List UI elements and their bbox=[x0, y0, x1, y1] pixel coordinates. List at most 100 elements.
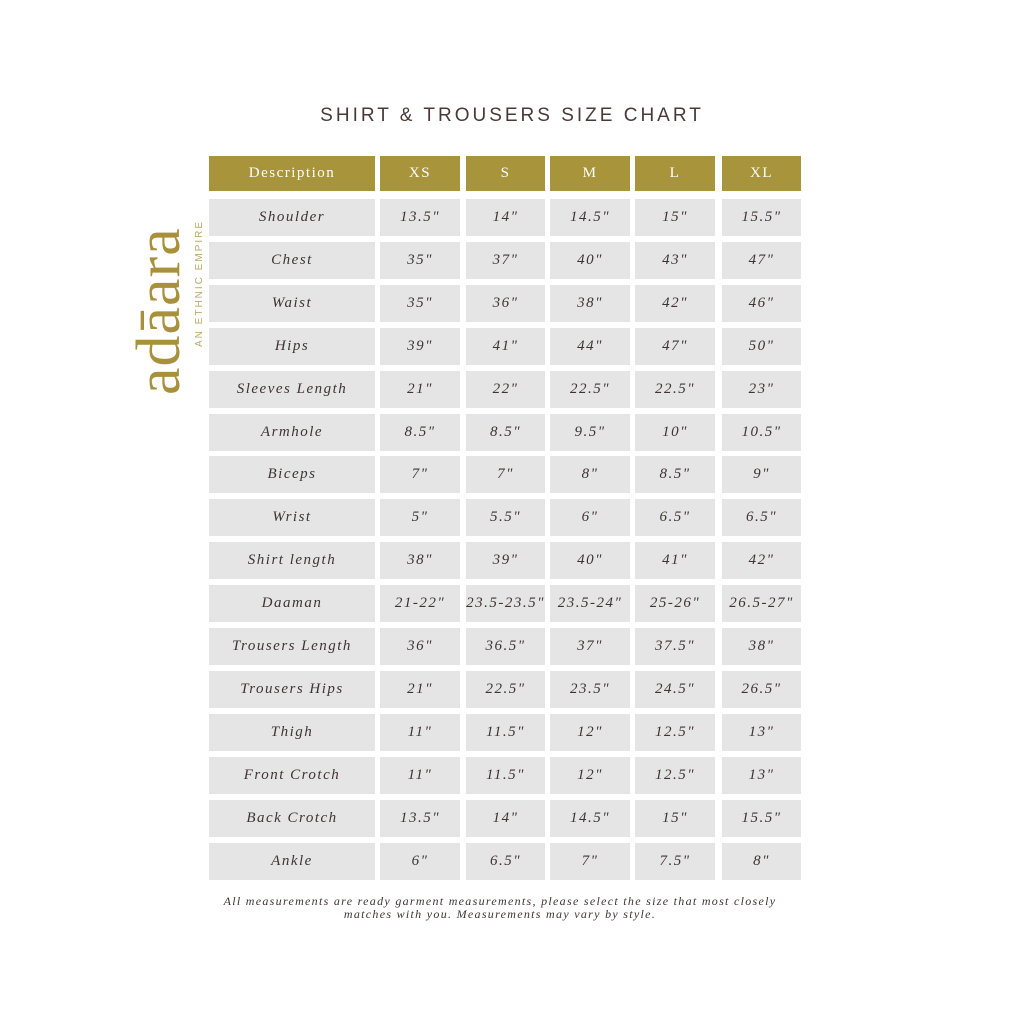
table-cell: 39" bbox=[380, 327, 460, 365]
row-label: Hips bbox=[209, 327, 375, 365]
footnote: All measurements are ready garment measu… bbox=[223, 894, 777, 921]
table-cell: 7" bbox=[380, 456, 460, 494]
table-cell: 21" bbox=[380, 670, 460, 708]
row-label: Back Crotch bbox=[209, 799, 375, 837]
table-cell: 12" bbox=[550, 756, 630, 794]
table-cell: 15.5" bbox=[722, 799, 801, 837]
table-cell: 37" bbox=[550, 628, 630, 665]
logo-tagline: AN ETHNIC EMPIRE bbox=[194, 219, 205, 347]
row-label: Trousers Hips bbox=[209, 670, 375, 708]
header-xs: XS bbox=[380, 156, 460, 191]
row-label: Daaman bbox=[209, 585, 375, 623]
table-cell: 15" bbox=[635, 199, 715, 236]
table-cell: 40" bbox=[550, 241, 630, 279]
row-label: Thigh bbox=[209, 713, 375, 751]
table-cell: 38" bbox=[380, 542, 460, 580]
header-description: Description bbox=[209, 156, 375, 191]
table-cell: 6" bbox=[550, 499, 630, 537]
table-cell: 11.5" bbox=[466, 756, 545, 794]
row-label: Trousers Length bbox=[209, 628, 375, 665]
table-cell: 40" bbox=[550, 542, 630, 580]
row-label: Ankle bbox=[209, 842, 375, 880]
table-cell: 47" bbox=[722, 241, 801, 279]
row-label: Wrist bbox=[209, 499, 375, 537]
table-cell: 23.5-23.5" bbox=[466, 585, 545, 623]
table-cell: 26.5-27" bbox=[722, 585, 801, 623]
table-cell: 42" bbox=[635, 284, 715, 322]
table-cell: 14" bbox=[466, 199, 545, 236]
table-cell: 21" bbox=[380, 370, 460, 408]
row-label: Shirt length bbox=[209, 542, 375, 580]
brand-logo: adāara AN ETHNIC EMPIRE bbox=[125, 175, 205, 395]
table-cell: 8.5" bbox=[466, 413, 545, 451]
table-cell: 15.5" bbox=[722, 199, 801, 236]
table-cell: 5" bbox=[380, 499, 460, 537]
table-cell: 13.5" bbox=[380, 199, 460, 236]
table-cell: 12" bbox=[550, 713, 630, 751]
table-cell: 37.5" bbox=[635, 628, 715, 665]
table-cell: 38" bbox=[550, 284, 630, 322]
table-cell: 8" bbox=[550, 456, 630, 494]
table-cell: 35" bbox=[380, 284, 460, 322]
table-cell: 12.5" bbox=[635, 713, 715, 751]
table-cell: 36" bbox=[380, 628, 460, 665]
table-cell: 35" bbox=[380, 241, 460, 279]
header-l: L bbox=[635, 156, 715, 191]
table-cell: 11.5" bbox=[466, 713, 545, 751]
table-cell: 25-26" bbox=[635, 585, 715, 623]
table-cell: 6.5" bbox=[635, 499, 715, 537]
table-cell: 22" bbox=[466, 370, 545, 408]
row-label: Sleeves Length bbox=[209, 370, 375, 408]
table-cell: 24.5" bbox=[635, 670, 715, 708]
table-cell: 37" bbox=[466, 241, 545, 279]
table-cell: 23" bbox=[722, 370, 801, 408]
page-title: SHIRT & TROUSERS SIZE CHART bbox=[320, 105, 704, 126]
header-s: S bbox=[466, 156, 545, 191]
table-cell: 26.5" bbox=[722, 670, 801, 708]
table-cell: 6" bbox=[380, 842, 460, 880]
table-cell: 13" bbox=[722, 713, 801, 751]
table-cell: 46" bbox=[722, 284, 801, 322]
table-cell: 39" bbox=[466, 542, 545, 580]
table-cell: 44" bbox=[550, 327, 630, 365]
row-label: Biceps bbox=[209, 456, 375, 494]
table-cell: 50" bbox=[722, 327, 801, 365]
table-cell: 22.5" bbox=[550, 370, 630, 408]
table-cell: 11" bbox=[380, 713, 460, 751]
table-cell: 22.5" bbox=[635, 370, 715, 408]
table-cell: 10.5" bbox=[722, 413, 801, 451]
table-cell: 8.5" bbox=[380, 413, 460, 451]
table-cell: 7.5" bbox=[635, 842, 715, 880]
table-cell: 23.5-24" bbox=[550, 585, 630, 623]
row-label: Chest bbox=[209, 241, 375, 279]
table-cell: 42" bbox=[722, 542, 801, 580]
logo-wordmark: adāara bbox=[125, 227, 193, 395]
table-cell: 9.5" bbox=[550, 413, 630, 451]
table-cell: 7" bbox=[466, 456, 545, 494]
table-cell: 14" bbox=[466, 799, 545, 837]
table-cell: 14.5" bbox=[550, 199, 630, 236]
table-cell: 13.5" bbox=[380, 799, 460, 837]
table-cell: 5.5" bbox=[466, 499, 545, 537]
row-label: Shoulder bbox=[209, 199, 375, 236]
table-cell: 38" bbox=[722, 628, 801, 665]
table-cell: 36.5" bbox=[466, 628, 545, 665]
table-cell: 7" bbox=[550, 842, 630, 880]
table-cell: 41" bbox=[635, 542, 715, 580]
table-cell: 21-22" bbox=[380, 585, 460, 623]
table-cell: 12.5" bbox=[635, 756, 715, 794]
table-cell: 10" bbox=[635, 413, 715, 451]
header-xl: XL bbox=[722, 156, 801, 191]
row-label: Front Crotch bbox=[209, 756, 375, 794]
table-cell: 36" bbox=[466, 284, 545, 322]
table-cell: 22.5" bbox=[466, 670, 545, 708]
table-cell: 13" bbox=[722, 756, 801, 794]
table-cell: 43" bbox=[635, 241, 715, 279]
table-cell: 8.5" bbox=[635, 456, 715, 494]
table-cell: 15" bbox=[635, 799, 715, 837]
row-label: Waist bbox=[209, 284, 375, 322]
table-cell: 41" bbox=[466, 327, 545, 365]
table-cell: 23.5" bbox=[550, 670, 630, 708]
table-cell: 8" bbox=[722, 842, 801, 880]
header-m: M bbox=[550, 156, 630, 191]
